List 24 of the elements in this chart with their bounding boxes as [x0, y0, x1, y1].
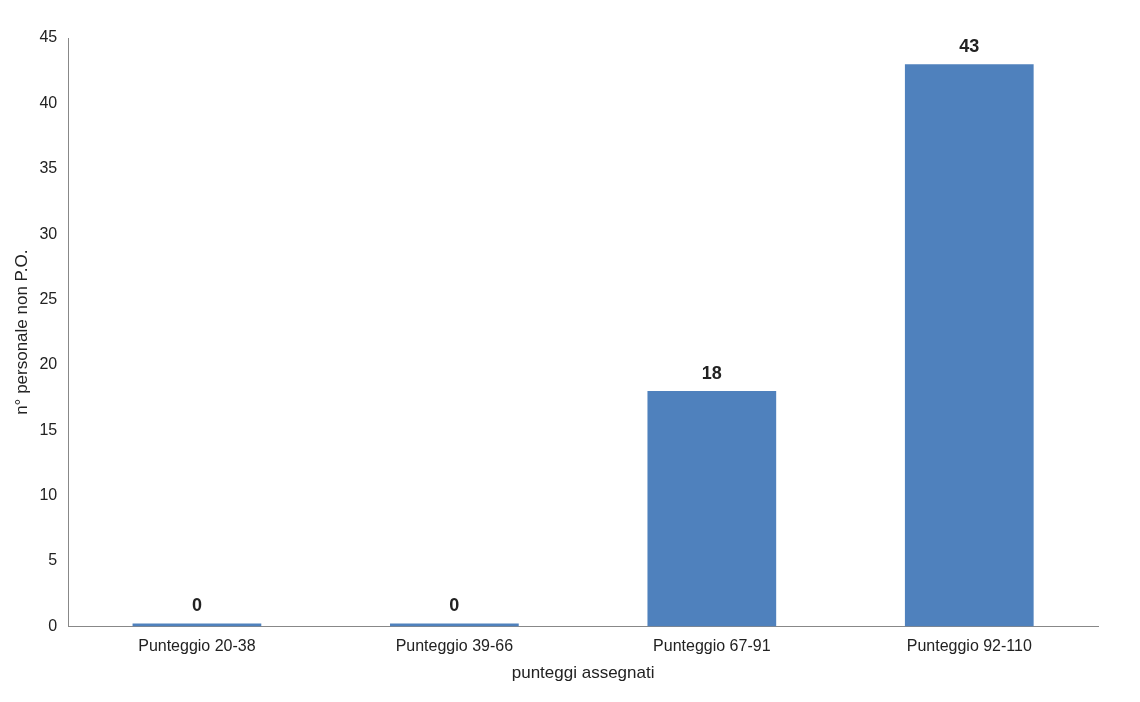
y-tick-label: 20	[39, 355, 58, 373]
x-tick-label: Punteggio 20-38	[138, 637, 256, 655]
data-label: 0	[191, 595, 202, 616]
y-tick-label: 45	[39, 28, 58, 46]
bar	[647, 391, 777, 627]
y-tick-label: 10	[39, 486, 58, 504]
y-tick-label: 0	[48, 616, 58, 634]
y-axis-title: n° personale non P.O.	[11, 249, 31, 415]
data-label: 18	[701, 363, 722, 384]
bar	[390, 623, 519, 627]
y-tick-label: 15	[39, 420, 58, 438]
data-label: 43	[959, 36, 980, 57]
x-tick-label: Punteggio 92-110	[906, 637, 1032, 655]
y-tick-label: 30	[39, 224, 58, 242]
x-axis-title: punteggi assegnati	[511, 663, 655, 683]
bar	[904, 64, 1034, 627]
y-tick-label: 5	[48, 551, 58, 569]
y-tick-label: 40	[39, 93, 58, 111]
bar	[132, 623, 262, 627]
y-tick-label: 25	[39, 289, 58, 307]
y-tick-label: 35	[39, 159, 58, 177]
x-tick-label: Punteggio 39-66	[395, 637, 514, 655]
data-label: 0	[449, 595, 460, 616]
x-tick-label: Punteggio 67-91	[653, 637, 771, 655]
